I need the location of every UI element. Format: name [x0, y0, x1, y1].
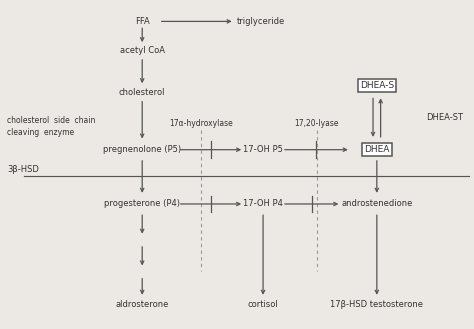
Text: androstenedione: androstenedione [341, 199, 412, 209]
Text: 17-OH P4: 17-OH P4 [243, 199, 283, 209]
Text: 3β-HSD: 3β-HSD [7, 165, 39, 174]
Text: DHEA: DHEA [364, 145, 390, 154]
Text: 17,20-lyase: 17,20-lyase [294, 119, 339, 128]
Text: DHEA-S: DHEA-S [360, 81, 394, 90]
Text: 17β-HSD testosterone: 17β-HSD testosterone [330, 300, 423, 309]
Text: cholesterol: cholesterol [119, 88, 165, 97]
Text: 17α-hydroxylase: 17α-hydroxylase [170, 119, 233, 128]
Text: acetyl CoA: acetyl CoA [120, 46, 164, 56]
Text: pregnenolone (P5): pregnenolone (P5) [103, 145, 181, 154]
Text: 17-OH P5: 17-OH P5 [243, 145, 283, 154]
Text: FFA: FFA [135, 17, 150, 26]
Text: aldrosterone: aldrosterone [116, 300, 169, 309]
Text: cholesterol  side  chain
cleaving  enzyme: cholesterol side chain cleaving enzyme [7, 116, 95, 137]
Text: progesterone (P4): progesterone (P4) [104, 199, 180, 209]
Text: DHEA-ST: DHEA-ST [427, 113, 464, 122]
Text: cortisol: cortisol [248, 300, 278, 309]
Text: triglyceride: triglyceride [237, 17, 285, 26]
